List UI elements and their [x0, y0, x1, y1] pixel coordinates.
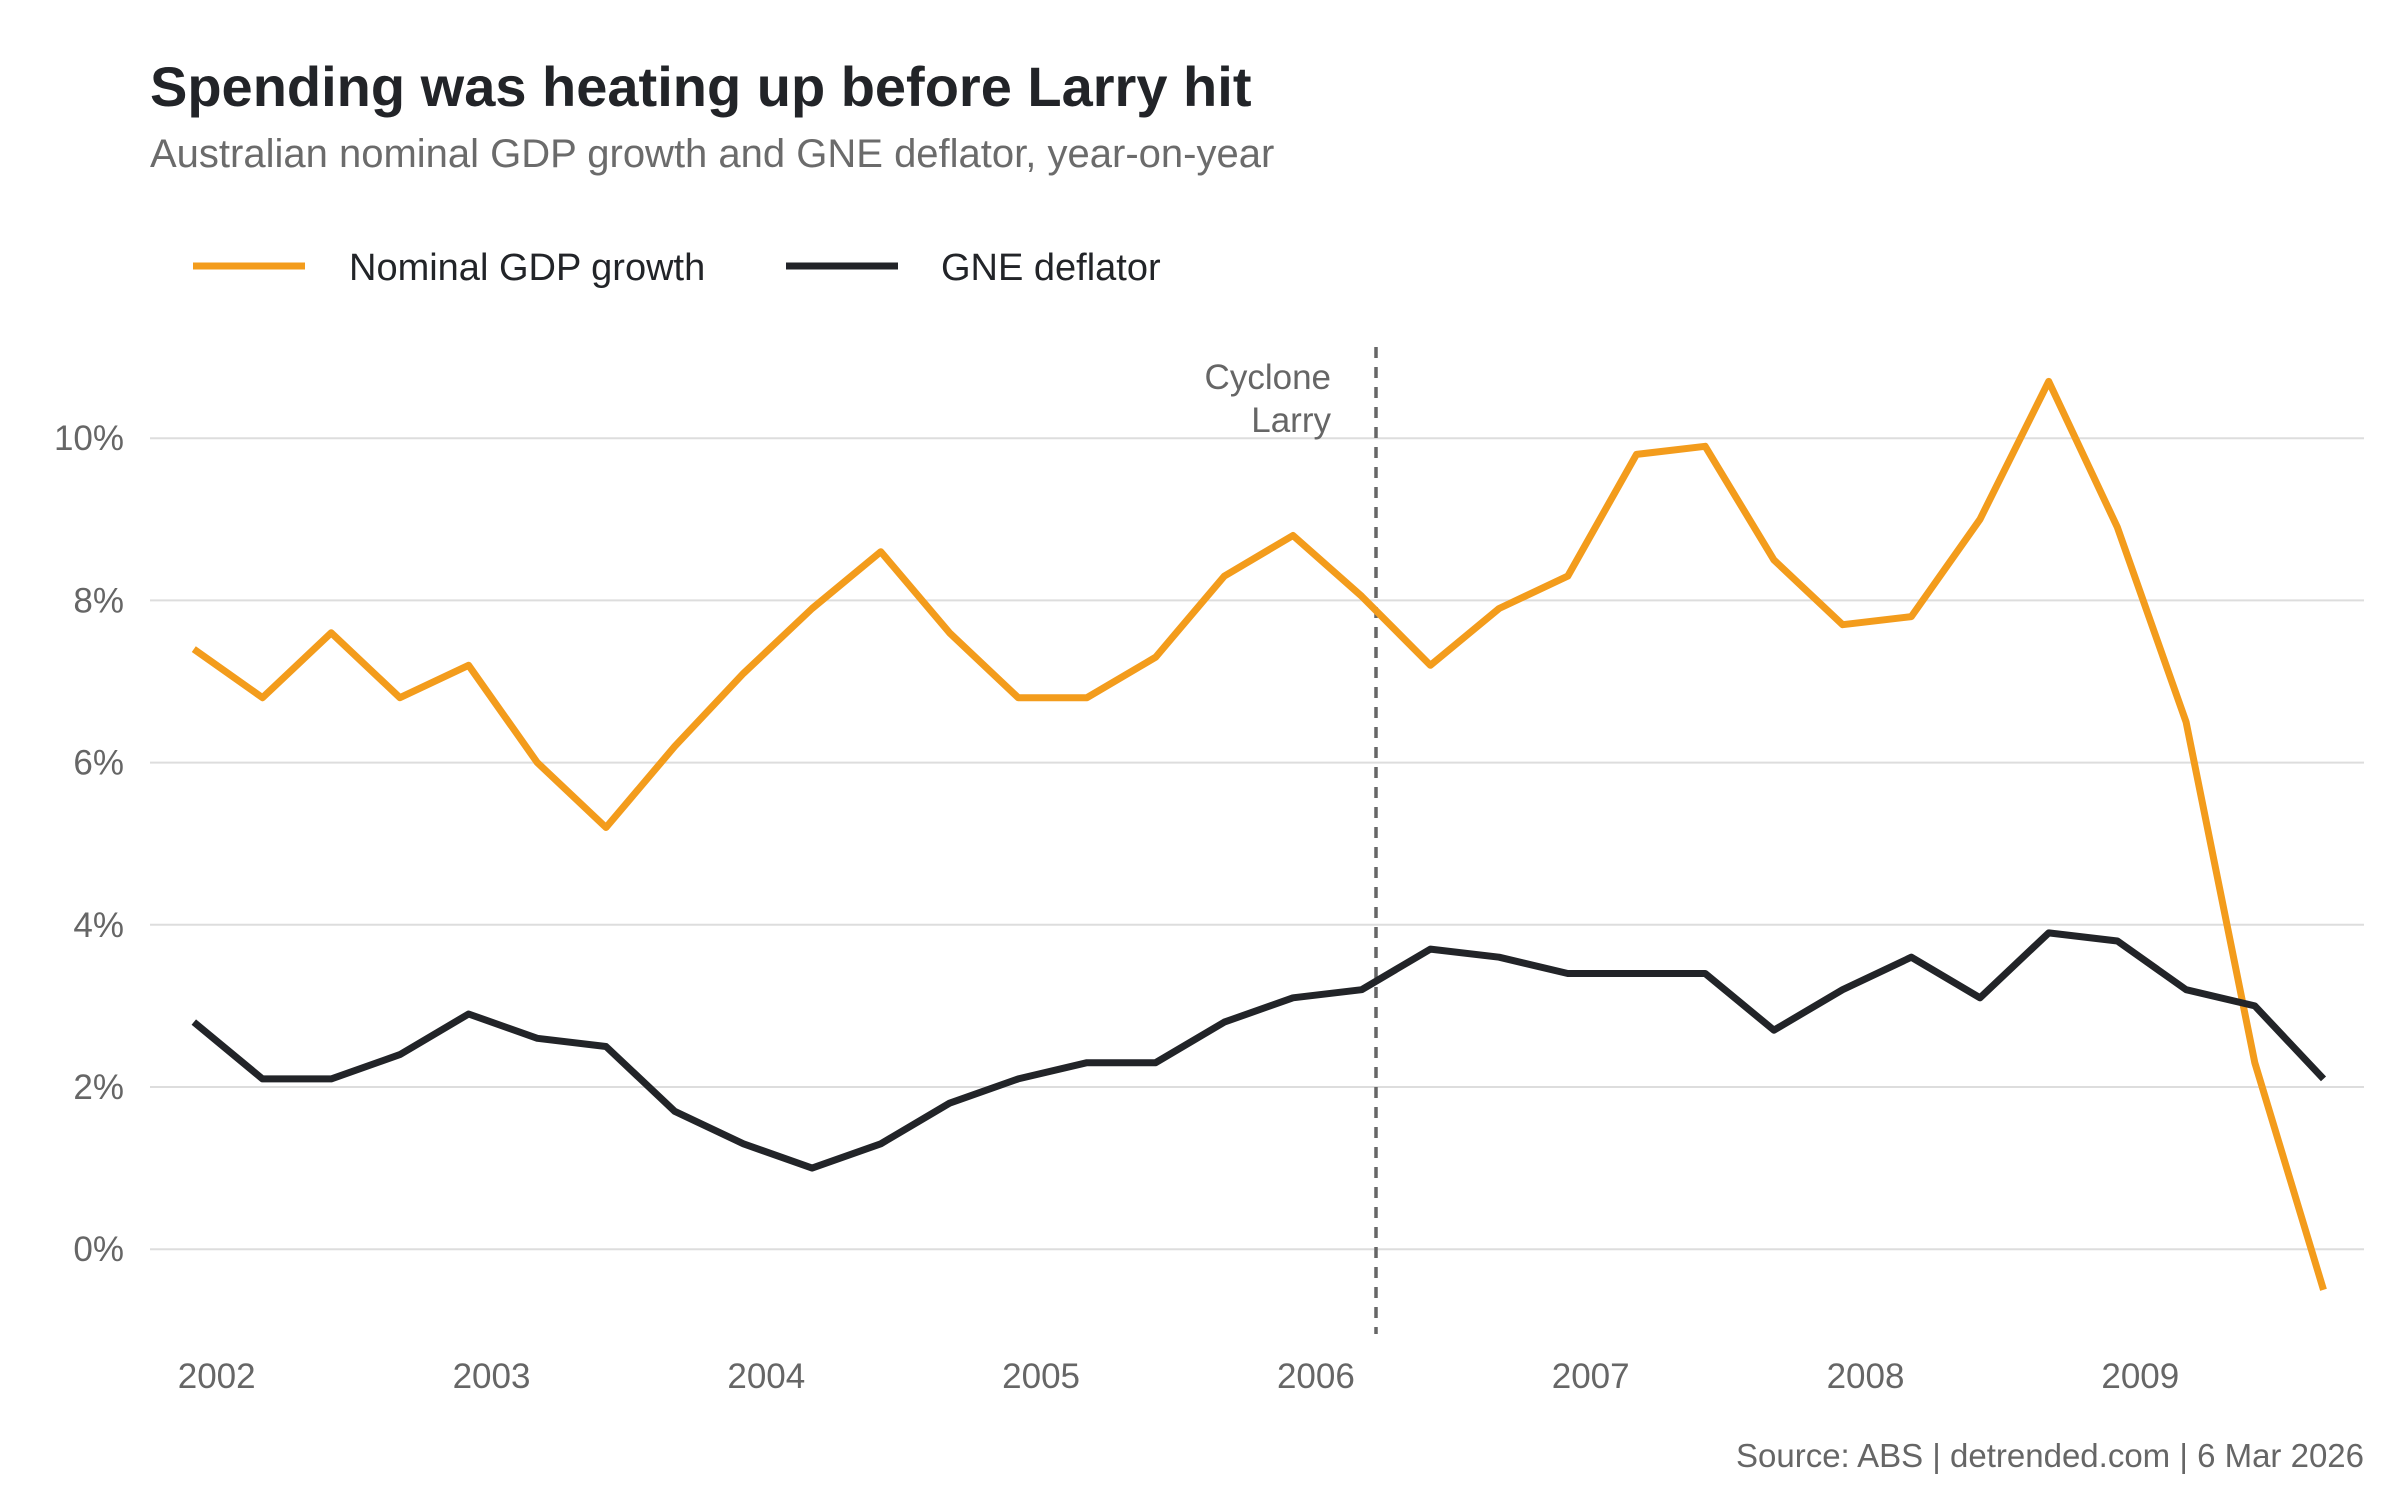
- legend-label-nominal-gdp: Nominal GDP growth: [349, 247, 705, 289]
- x-tick-label: 2005: [1002, 1357, 1080, 1396]
- y-tick-label: 0%: [73, 1230, 124, 1269]
- series-line-gne-deflator: [191, 929, 2327, 1172]
- chart-title: Spending was heating up before Larry hit: [150, 55, 1251, 118]
- y-tick-label: 6%: [73, 744, 124, 783]
- x-tick-label: 2002: [178, 1357, 256, 1396]
- x-tick-label: 2006: [1277, 1357, 1355, 1396]
- legend-label-gne-deflator: GNE deflator: [941, 247, 1161, 289]
- x-axis: 2002 2003 2004 2005 2006 2007 2008 2009: [178, 1357, 2179, 1396]
- y-tick-label: 10%: [54, 419, 124, 458]
- series-line-nominal-gdp: [191, 377, 2327, 1291]
- annotation-label-line-1: Cyclone: [1205, 358, 1331, 397]
- x-tick-label: 2009: [2101, 1357, 2179, 1396]
- annotation-cyclone-larry: Cyclone Larry: [1205, 347, 1378, 1334]
- x-tick-label: 2004: [727, 1357, 805, 1396]
- x-tick-label: 2007: [1552, 1357, 1630, 1396]
- legend: Nominal GDP growth GNE deflator: [193, 247, 1161, 289]
- source-note: Source: ABS | detrended.com | 6 Mar 2026: [1736, 1437, 2364, 1474]
- x-tick-label: 2003: [453, 1357, 531, 1396]
- annotation-label-line-2: Larry: [1251, 401, 1331, 440]
- y-tick-label: 4%: [73, 906, 124, 945]
- x-tick-label: 2008: [1827, 1357, 1905, 1396]
- gridlines: [150, 437, 2364, 1251]
- y-tick-label: 2%: [73, 1068, 124, 1107]
- y-axis: 0% 2% 4% 6% 8% 10%: [54, 419, 124, 1269]
- chart-subtitle: Australian nominal GDP growth and GNE de…: [150, 132, 1274, 176]
- y-tick-label: 8%: [73, 581, 124, 620]
- series: [191, 377, 2327, 1291]
